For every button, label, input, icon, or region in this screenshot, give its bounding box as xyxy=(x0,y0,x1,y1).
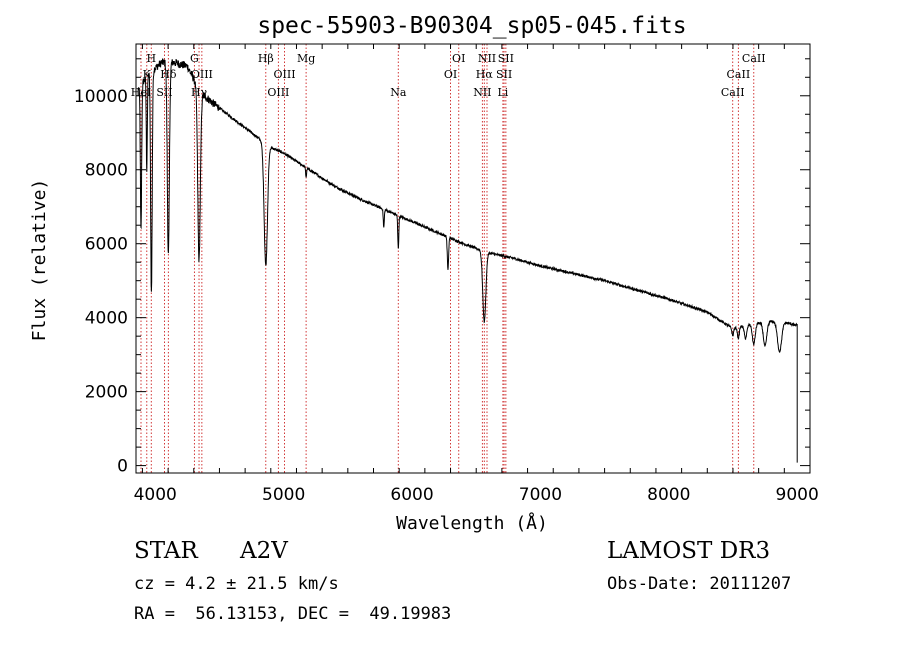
line-marker-label-16: Hα xyxy=(476,68,494,81)
x-axis-label: Wavelength (Å) xyxy=(396,512,548,534)
object-type: STAR xyxy=(134,538,198,564)
line-marker-label-3: SII xyxy=(156,86,172,99)
line-marker-label-1: K xyxy=(143,68,152,81)
line-marker-label-5: G xyxy=(190,52,199,65)
line-marker-label-13: OI xyxy=(444,68,457,81)
line-marker-label-23: CaII xyxy=(742,52,766,65)
line-marker-label-4: Hδ xyxy=(160,68,177,81)
x-tick-label: 8000 xyxy=(647,485,690,505)
redshift-text: cz = 4.2 ± 21.5 km/s xyxy=(134,574,339,594)
y-tick-label: 8000 xyxy=(85,161,128,181)
x-tick-label: 7000 xyxy=(519,485,562,505)
object-subclass: A2V xyxy=(240,538,288,564)
x-tick-label: 6000 xyxy=(390,485,433,505)
line-marker-label-19: SII xyxy=(496,68,512,81)
spectrum-chart: spec-55903-B90304_sp05-045.fits HeIKHSII… xyxy=(29,13,819,534)
line-marker-label-20: SII xyxy=(498,52,514,65)
line-marker-label-11: Mg xyxy=(297,52,315,65)
spectrum-line xyxy=(138,58,798,463)
x-tick-label: 5000 xyxy=(262,485,305,505)
line-marker-label-15: NII xyxy=(473,86,491,99)
line-marker-label-7: OIII xyxy=(191,68,213,81)
line-marker-label-17: NII xyxy=(478,52,496,65)
line-marker-label-21: CaII xyxy=(721,86,745,99)
ra-dec-text: RA = 56.13153, DEC = 49.19983 xyxy=(134,604,452,624)
line-marker-label-8: Hβ xyxy=(258,52,274,65)
line-marker-labels: HeIKHSIIHδGHγOIIIHβOIIIOIIIMgNaOIOINIIHα… xyxy=(131,52,766,99)
y-tick-label: 4000 xyxy=(85,309,128,329)
x-tick-label: 9000 xyxy=(776,485,819,505)
line-marker-label-2: H xyxy=(146,52,156,65)
y-tick-label: 6000 xyxy=(85,235,128,255)
x-axis: 4000 5000 6000 7000 8000 9000 xyxy=(134,44,819,505)
line-marker-label-10: OIII xyxy=(274,68,296,81)
y-tick-label: 10000 xyxy=(74,87,128,107)
line-markers xyxy=(140,44,755,473)
survey-name: LAMOST DR3 xyxy=(607,538,771,564)
y-axis: 0 2000 4000 6000 8000 10000 xyxy=(74,58,810,477)
line-marker-label-12: Na xyxy=(390,86,407,99)
plot-frame xyxy=(135,43,811,474)
chart-title: spec-55903-B90304_sp05-045.fits xyxy=(257,13,686,39)
line-marker-label-14: OI xyxy=(452,52,465,65)
line-marker-label-22: CaII xyxy=(727,68,751,81)
y-axis-label: Flux (relative) xyxy=(29,179,50,342)
y-tick-label: 2000 xyxy=(85,383,128,403)
y-tick-label: 0 xyxy=(117,457,128,477)
obs-date: Obs-Date: 20111207 xyxy=(607,574,792,594)
x-tick-label: 4000 xyxy=(134,485,177,505)
line-marker-label-18: Li xyxy=(497,86,508,99)
line-marker-label-9: OIII xyxy=(267,86,289,99)
